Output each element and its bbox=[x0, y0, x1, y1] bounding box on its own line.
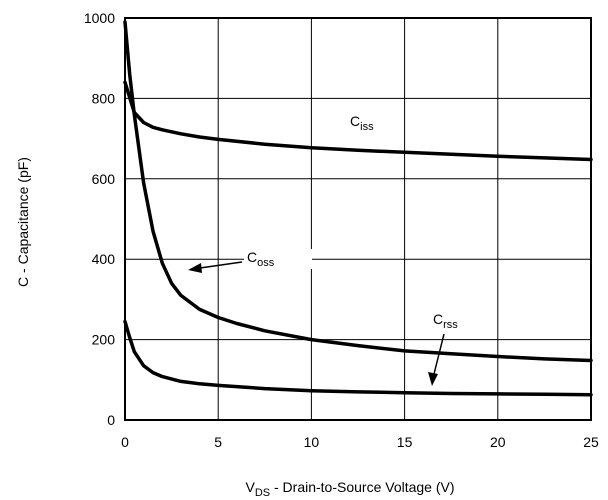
x-axis-title-main: V bbox=[245, 479, 255, 495]
arrow-coss-shaft bbox=[199, 261, 243, 269]
y-tick-label: 1000 bbox=[84, 10, 115, 26]
label-crss: Crss bbox=[433, 311, 458, 331]
series-line-ciss bbox=[123, 80, 593, 162]
series-line-coss bbox=[123, 20, 593, 363]
arrow-crss-head bbox=[428, 372, 438, 386]
label-coss-sub: oss bbox=[257, 257, 275, 269]
x-axis-title-rest: - Drain-to-Source Voltage (V) bbox=[270, 479, 454, 495]
y-tick-labels: 0 200 400 600 800 1000 bbox=[84, 10, 115, 428]
x-axis-title: VDS - Drain-to-Source Voltage (V) bbox=[245, 479, 454, 499]
y-tick-label: 200 bbox=[92, 332, 116, 348]
y-tick-label: 0 bbox=[107, 412, 115, 428]
y-tick-label: 800 bbox=[92, 90, 116, 106]
label-ciss-main: C bbox=[350, 113, 360, 129]
label-crss-sub: rss bbox=[443, 319, 458, 331]
arrow-coss-head bbox=[188, 263, 202, 273]
series-group bbox=[123, 20, 593, 397]
x-tick-label: 20 bbox=[490, 434, 506, 450]
x-tick-label: 10 bbox=[304, 434, 320, 450]
y-axis-title: C - Capacitance (pF) bbox=[15, 157, 31, 287]
plot-frame bbox=[124, 17, 592, 421]
label-coss: Coss bbox=[247, 249, 275, 269]
x-tick-label: 5 bbox=[214, 434, 222, 450]
y-tick-label: 600 bbox=[92, 171, 116, 187]
label-crss-bg bbox=[430, 311, 474, 331]
x-tick-label: 15 bbox=[397, 434, 413, 450]
series-line-crss bbox=[123, 319, 593, 397]
label-coss-main: C bbox=[247, 249, 257, 265]
x-tick-labels: 0 5 10 15 20 25 bbox=[121, 434, 599, 450]
label-ciss-sub: iss bbox=[360, 121, 374, 133]
y-tick-label: 400 bbox=[92, 251, 116, 267]
label-crss-main: C bbox=[433, 311, 443, 327]
grid bbox=[124, 17, 592, 421]
x-tick-label: 25 bbox=[583, 434, 599, 450]
arrow-crss-shaft bbox=[433, 333, 445, 375]
x-tick-label: 0 bbox=[121, 434, 129, 450]
label-ciss: Ciss bbox=[350, 113, 374, 133]
label-coss-bg bbox=[244, 249, 312, 269]
x-axis-title-sub: DS bbox=[255, 487, 270, 499]
